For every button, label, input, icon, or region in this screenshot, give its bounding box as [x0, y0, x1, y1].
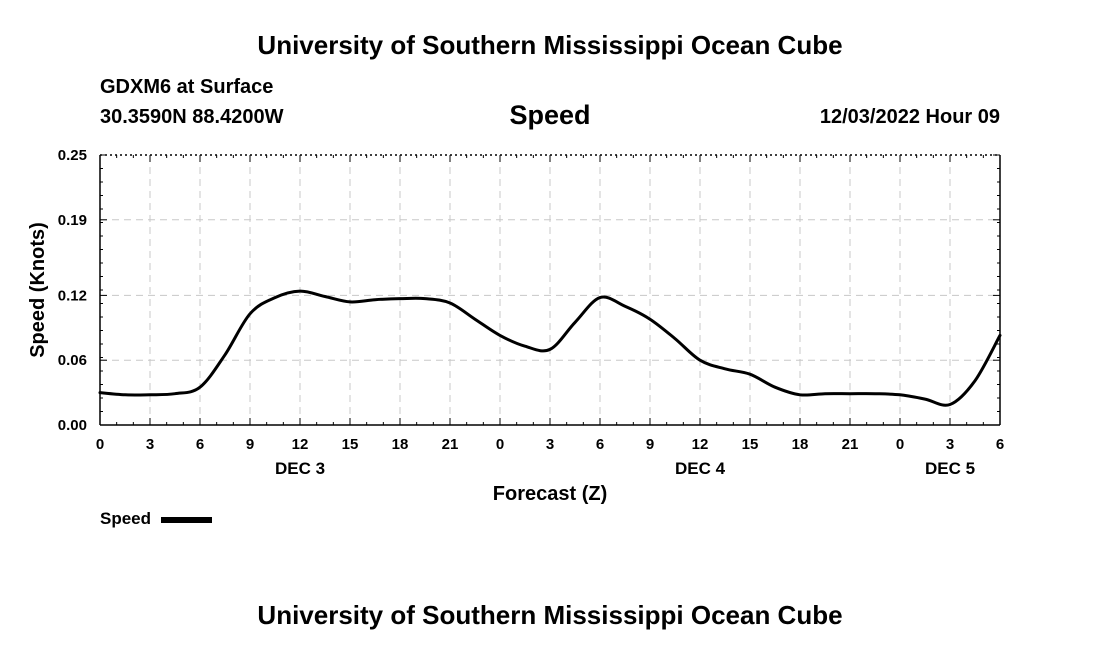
- datetime-label: 12/03/2022 Hour 09: [819, 106, 1000, 128]
- x-tick-label: 0: [96, 436, 104, 453]
- y-tick-label: 0.12: [58, 287, 87, 304]
- x-tick-label: 12: [292, 436, 309, 453]
- x-tick-label: 21: [442, 436, 459, 453]
- x-tick-label: 21: [842, 436, 859, 453]
- x-tick-label: 9: [646, 436, 654, 453]
- grid-layer: [100, 155, 1000, 425]
- x-tick-label: 6: [596, 436, 604, 453]
- x-tick-label: 0: [896, 436, 904, 453]
- x-tick-label: 18: [392, 436, 409, 453]
- page-title-bottom: University of Southern Mississippi Ocean…: [257, 600, 843, 630]
- day-label: DEC 4: [675, 459, 726, 478]
- y-tick-label: 0.19: [58, 212, 87, 229]
- day-label: DEC 5: [925, 459, 975, 478]
- x-tick-label: 0: [496, 436, 504, 453]
- legend-line-swatch: [161, 517, 212, 523]
- x-tick-label: 3: [946, 436, 954, 453]
- coordinates-label: 30.3590N 88.4200W: [100, 106, 284, 128]
- legend-label: Speed: [100, 509, 152, 528]
- y-tick-label: 0.06: [58, 352, 87, 369]
- x-axis-label: Forecast (Z): [493, 483, 607, 505]
- x-tick-label: 3: [546, 436, 554, 453]
- page-title-top: University of Southern Mississippi Ocean…: [257, 30, 843, 60]
- y-tick-label: 0.25: [58, 147, 87, 164]
- y-tick-label: 0.00: [58, 417, 87, 434]
- x-tick-label: 9: [246, 436, 254, 453]
- speed-series-line: [98, 289, 1002, 407]
- x-tick-label: 18: [792, 436, 809, 453]
- x-tick-label: 15: [342, 436, 359, 453]
- x-tick-label: 3: [146, 436, 154, 453]
- x-tick-label: 12: [692, 436, 709, 453]
- x-tick-label: 6: [196, 436, 204, 453]
- x-tick-label: 6: [996, 436, 1004, 453]
- series-layer: [98, 289, 1002, 407]
- y-axis-label: Speed (Knots): [27, 222, 49, 358]
- day-label: DEC 3: [275, 459, 325, 478]
- x-tick-label: 15: [742, 436, 759, 453]
- station-label: GDXM6 at Surface: [100, 76, 274, 98]
- axes-layer: 0 3 6 9 12 15 18 21 0 3 6 9 12 15 18 21 0 3 6 0.00 0.06 0.12 0…: [58, 147, 1004, 478]
- chart-title: Speed: [509, 100, 591, 130]
